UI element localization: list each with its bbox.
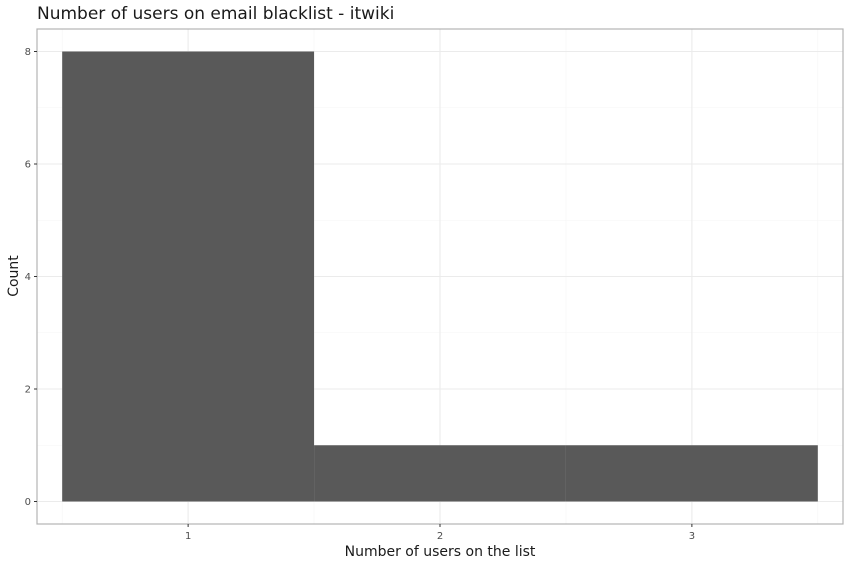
y-axis-title: Count [6,255,22,297]
x-tick-label: 3 [689,531,695,542]
y-tick-label: 6 [25,160,31,171]
chart-title: Number of users on email blacklist - itw… [37,4,394,24]
y-axis: 0 2 4 6 8 [25,47,37,508]
y-tick-label: 8 [25,47,31,58]
y-tick-label: 2 [25,385,31,396]
x-axis: 1 2 3 [185,524,695,542]
histogram-bar-3 [565,445,818,502]
x-tick-label: 2 [437,531,443,542]
y-tick-label: 4 [25,272,31,283]
x-axis-title: Number of users on the list [345,544,536,560]
histogram-bar-2 [314,445,566,502]
histogram-bars [62,51,818,502]
x-tick-label: 1 [185,531,191,542]
y-tick-label: 0 [25,497,31,508]
histogram-bar-1 [62,51,315,502]
